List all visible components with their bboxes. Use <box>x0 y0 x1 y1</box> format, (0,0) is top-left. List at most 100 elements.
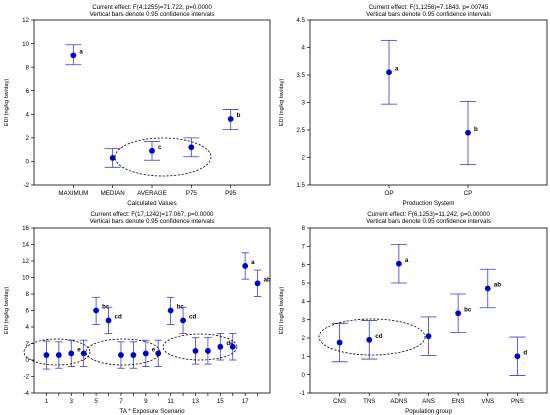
x-axis-label: TA * Exposure Scenario <box>119 408 185 415</box>
y-tick-label: 4.5 <box>296 17 305 24</box>
x-tick-label: 5 <box>94 398 98 405</box>
data-point <box>204 348 211 354</box>
x-tick-label: OP <box>385 190 394 197</box>
data-point <box>395 260 402 267</box>
x-tick-label: VNS <box>481 398 494 405</box>
data-point <box>227 116 234 122</box>
data-point <box>93 307 100 314</box>
x-tick-label: 11 <box>167 398 174 405</box>
y-tick-label: 8 <box>26 291 30 298</box>
x-tick-label: MAXIMUM <box>58 190 88 197</box>
y-tick-label: 2 <box>302 335 306 342</box>
x-tick-label: PNS <box>511 398 524 405</box>
data-point <box>68 350 75 357</box>
group-letter-label: de <box>226 340 234 347</box>
plot-frame <box>309 19 548 186</box>
y-tick-label: 16 <box>22 225 29 232</box>
group-letter-label: e <box>152 346 156 353</box>
data-point <box>425 333 432 340</box>
x-tick-label: P75 <box>186 190 198 197</box>
data-point <box>149 147 155 154</box>
data-point <box>188 144 195 151</box>
y-tick-label: 4 <box>302 299 306 306</box>
y-tick-label: 1 <box>302 354 306 361</box>
x-tick-label: 9 <box>144 398 148 405</box>
chart-panel-3: Current effect: F(17,1242)=17.067, p=0.0… <box>4 211 271 415</box>
data-point <box>105 317 112 324</box>
x-axis-label: Calculated Values <box>127 200 176 207</box>
data-point <box>455 310 462 317</box>
data-point <box>43 352 50 358</box>
y-tick-label: 6 <box>302 262 306 269</box>
x-tick-label: CNS <box>333 398 346 405</box>
data-point <box>366 336 373 343</box>
x-tick-label: 17 <box>242 398 249 405</box>
y-tick-label: 2 <box>26 341 30 348</box>
y-tick-label: 12 <box>22 258 29 265</box>
y-tick-label: 14 <box>22 242 29 249</box>
group-ellipse <box>318 318 426 356</box>
chart-panel-2: Current effect: F(1,1256)=7.1843, p=.007… <box>279 4 548 207</box>
y-axis-label: EDI (ng/kg bw/day) <box>4 79 10 127</box>
y-tick-label: 6 <box>26 88 30 95</box>
data-point <box>465 129 471 136</box>
data-point <box>484 285 491 292</box>
y-tick-label: 2 <box>26 135 30 142</box>
group-ellipse <box>162 333 238 361</box>
data-point <box>155 350 162 357</box>
y-tick-label: 3 <box>302 100 306 107</box>
data-point <box>217 343 224 350</box>
chart-subtitle: Vertical bars denote 0.95 confidence int… <box>90 218 215 225</box>
y-tick-label: 7 <box>302 244 306 251</box>
x-axis-label: Production System <box>403 200 455 207</box>
y-tick-label: 0 <box>26 159 30 166</box>
y-tick-label: 8 <box>302 225 306 232</box>
group-letter-label: b <box>237 112 241 119</box>
y-tick-label: 1.5 <box>296 182 305 189</box>
chart-title: Current effect: F(4,1255)=71.722, p=0.00… <box>92 4 212 11</box>
y-tick-label: 2.5 <box>296 127 305 134</box>
x-tick-label: 1 <box>45 398 49 405</box>
data-point <box>130 352 137 358</box>
data-point <box>242 263 249 269</box>
group-letter-label: bc <box>464 306 472 313</box>
y-axis-label: EDI (ng/kg bw/day) <box>4 287 10 335</box>
x-tick-label: MEDIAN <box>101 190 125 197</box>
group-letter-label: a <box>405 257 409 264</box>
group-letter-label: c <box>158 144 162 151</box>
group-ellipse <box>23 338 91 366</box>
chart-subtitle: Vertical bars denote 0.95 confidence int… <box>366 218 491 225</box>
group-letter-label: e <box>77 346 81 353</box>
y-tick-label: 4 <box>26 111 30 118</box>
data-point <box>167 307 174 314</box>
x-tick-label: ENS <box>452 398 465 405</box>
data-point <box>118 352 124 358</box>
y-tick-label: 12 <box>22 17 29 24</box>
y-tick-label: -4 <box>23 390 29 397</box>
x-tick-label: 7 <box>119 398 123 405</box>
x-tick-label: 13 <box>192 398 199 405</box>
y-tick-label: 3.5 <box>296 72 305 79</box>
data-point <box>142 350 149 357</box>
x-tick-label: AVERAGE <box>137 190 166 197</box>
group-letter-label: cd <box>189 313 196 320</box>
x-tick-label: TNS <box>363 398 375 405</box>
y-tick-label: 3 <box>302 317 306 324</box>
group-letter-label: ab <box>494 282 501 289</box>
group-letter-label: ab <box>264 276 271 283</box>
group-ellipse <box>85 338 161 366</box>
data-point <box>336 339 343 346</box>
x-tick-label: ANS <box>422 398 435 405</box>
plot-frame <box>309 227 548 394</box>
data-point <box>70 52 77 59</box>
x-tick-label: P95 <box>225 190 237 197</box>
chart-title: Current effect: F(1,1256)=7.1843, p=.007… <box>369 4 489 11</box>
y-axis-label: EDI (ng/kg bw/day) <box>279 79 285 127</box>
chart-panel-1: Current effect: F(4,1255)=71.722, p=0.00… <box>4 4 271 207</box>
chart-title: Current effect: F(6,1253)=11.242, p=0.00… <box>367 211 490 218</box>
y-tick-label: 10 <box>22 41 29 48</box>
x-tick-label: 3 <box>70 398 74 405</box>
group-letter-label: a <box>395 65 399 72</box>
y-tick-label: 8 <box>26 64 30 71</box>
